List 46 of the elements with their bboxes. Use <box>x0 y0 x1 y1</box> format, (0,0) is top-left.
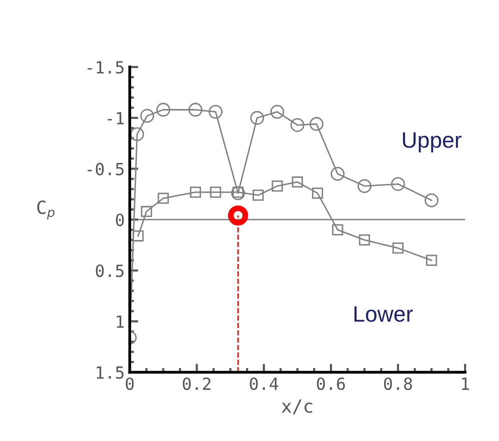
point <box>140 108 154 123</box>
point <box>132 230 144 242</box>
x-tick-label: 0.8 <box>384 377 412 390</box>
x-tick-label: 0.6 <box>316 377 345 390</box>
y-tick-label: -1.5 <box>88 61 124 74</box>
point <box>158 192 169 204</box>
point <box>290 118 304 132</box>
point <box>292 176 303 188</box>
x-tick-label: 1 <box>462 378 469 390</box>
y-tick-label: 0.5 <box>96 264 124 278</box>
point <box>252 190 264 201</box>
y-tick-label: -0.5 <box>88 162 124 176</box>
x-tick-label: 0 <box>126 377 134 390</box>
point <box>270 104 284 119</box>
y-tick-label: 1.5 <box>96 366 124 379</box>
x-axis-title: x/c <box>282 399 312 414</box>
point <box>140 206 152 218</box>
x-tick-label: 0.2 <box>182 377 210 390</box>
point <box>156 102 170 117</box>
y-tick-label: -1 <box>108 112 124 124</box>
point <box>358 179 372 193</box>
series-label: Upper <box>402 132 462 152</box>
point <box>391 177 405 191</box>
point <box>228 205 248 226</box>
y-tick-label: 0 <box>116 214 124 226</box>
y-tick-label: 1 <box>116 316 124 328</box>
x-tick-label: 0.4 <box>250 377 278 390</box>
point <box>232 186 244 198</box>
point <box>272 180 283 192</box>
point <box>210 186 222 198</box>
point <box>231 186 245 200</box>
series-label: Lower <box>354 306 413 322</box>
point <box>332 224 344 236</box>
point <box>312 188 324 199</box>
point <box>424 193 438 208</box>
point <box>188 102 202 117</box>
point <box>426 254 438 266</box>
point <box>358 234 370 246</box>
point <box>392 242 404 254</box>
y-axis-title: C$_{p}$ <box>37 200 54 220</box>
point <box>250 110 264 125</box>
point <box>190 186 202 198</box>
point <box>130 127 144 142</box>
point <box>310 117 324 131</box>
point <box>208 104 223 119</box>
point <box>330 166 345 181</box>
